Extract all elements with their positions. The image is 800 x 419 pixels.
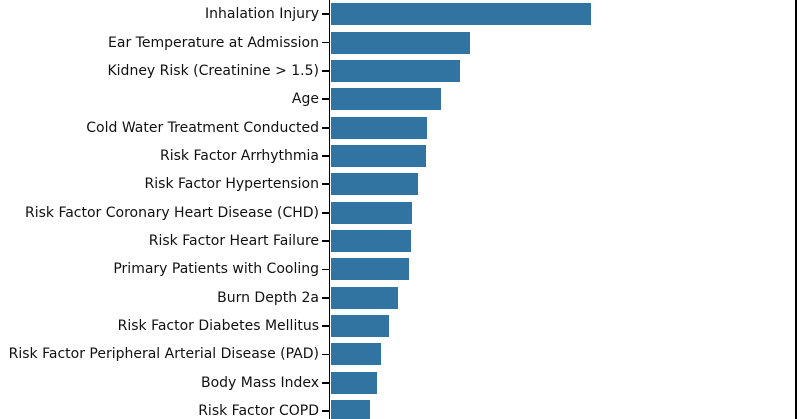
- y-axis-tick: [322, 240, 329, 242]
- y-axis-tick: [322, 98, 329, 101]
- right-edge-line: [795, 0, 797, 419]
- importance-bar: [330, 400, 370, 419]
- chart-row: Primary Patients with Cooling: [0, 255, 800, 283]
- chart-row: Burn Depth 2a: [0, 284, 800, 312]
- chart-row: Risk Factor COPD: [0, 397, 800, 419]
- y-axis-tick: [322, 381, 329, 384]
- category-label: Cold Water Treatment Conducted: [86, 119, 319, 136]
- y-axis-tick: [322, 126, 329, 129]
- chart-row: Cold Water Treatment Conducted: [0, 113, 800, 141]
- y-axis-tick: [322, 410, 329, 413]
- y-axis-tick: [322, 211, 329, 214]
- category-label: Kidney Risk (Creatinine > 1.5): [107, 62, 319, 79]
- importance-bar: [330, 173, 418, 196]
- category-label: Inhalation Injury: [205, 6, 319, 23]
- importance-bar: [330, 230, 411, 253]
- importance-bar: [330, 371, 377, 394]
- importance-bar: [330, 31, 470, 54]
- chart-row: Ear Temperature at Admission: [0, 28, 800, 56]
- chart-row: Risk Factor Arrhythmia: [0, 142, 800, 170]
- y-axis-tick: [322, 70, 329, 72]
- y-axis-tick: [322, 183, 329, 186]
- y-axis-tick: [322, 13, 329, 16]
- chart-row: Inhalation Injury: [0, 0, 800, 28]
- chart-row: Risk Factor Hypertension: [0, 170, 800, 198]
- chart-row: Age: [0, 85, 800, 113]
- category-label: Risk Factor Diabetes Mellitus: [117, 318, 319, 335]
- category-label: Risk Factor Arrhythmia: [160, 147, 319, 164]
- y-axis-tick: [322, 155, 329, 157]
- y-axis-tick: [322, 353, 329, 356]
- chart-row: Risk Factor Coronary Heart Disease (CHD): [0, 199, 800, 227]
- chart-row: Risk Factor Diabetes Mellitus: [0, 312, 800, 340]
- importance-bar: [330, 88, 441, 111]
- importance-bar: [330, 3, 591, 26]
- category-label: Risk Factor Hypertension: [144, 176, 319, 193]
- importance-bar: [330, 201, 412, 224]
- importance-bar: [330, 343, 381, 366]
- chart-row: Risk Factor Heart Failure: [0, 227, 800, 255]
- category-label: Risk Factor Coronary Heart Disease (CHD): [24, 204, 319, 221]
- y-axis-tick: [322, 41, 329, 44]
- category-label: Risk Factor COPD: [198, 403, 319, 419]
- category-label: Ear Temperature at Admission: [108, 34, 319, 51]
- importance-bar: [330, 258, 409, 281]
- importance-bar: [330, 315, 389, 338]
- category-label: Body Mass Index: [200, 374, 319, 391]
- y-axis-spine: [329, 0, 331, 419]
- category-label: Age: [291, 91, 319, 108]
- importance-bar: [330, 286, 398, 309]
- category-label: Primary Patients with Cooling: [113, 261, 319, 278]
- y-axis-tick: [322, 325, 329, 328]
- chart-row: Body Mass Index: [0, 369, 800, 397]
- category-label: Risk Factor Peripheral Arterial Disease …: [8, 346, 319, 363]
- importance-bar: [330, 116, 427, 139]
- importance-bar: [330, 59, 460, 82]
- chart-row: Risk Factor Peripheral Arterial Disease …: [0, 340, 800, 368]
- category-label: Risk Factor Heart Failure: [148, 233, 319, 250]
- importance-bar: [330, 144, 426, 167]
- category-label: Burn Depth 2a: [217, 289, 319, 306]
- y-axis-tick: [322, 296, 329, 299]
- y-axis-tick: [322, 268, 329, 271]
- chart-row: Kidney Risk (Creatinine > 1.5): [0, 57, 800, 85]
